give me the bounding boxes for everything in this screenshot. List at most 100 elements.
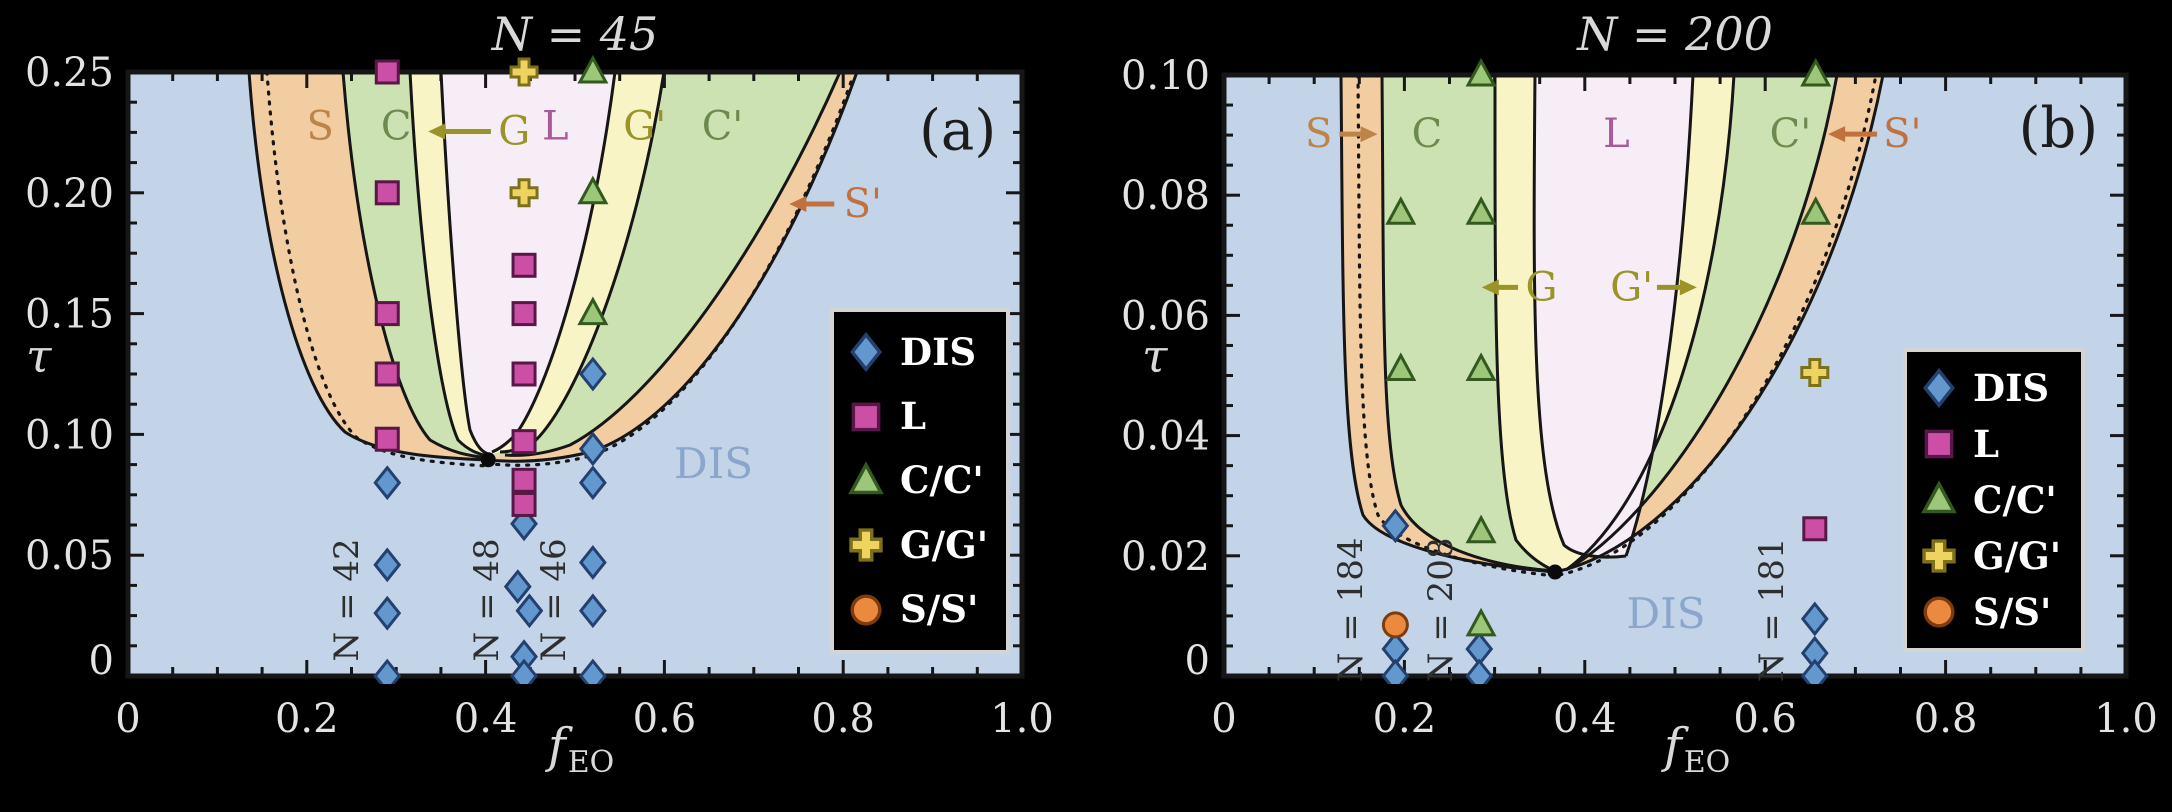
square-marker: [374, 180, 400, 206]
legend-item-L: L: [844, 395, 996, 439]
diamond-marker: [578, 356, 607, 392]
triangle-marker: [1465, 196, 1497, 225]
cross-marker: [849, 528, 883, 563]
triangle-marker: [577, 175, 609, 205]
circle-marker: [1381, 611, 1409, 639]
triangle-marker: [848, 461, 884, 495]
diamond-marker: [578, 465, 607, 501]
diamond-marker: [578, 431, 607, 467]
legend-label: S/S': [1973, 589, 2052, 634]
triangle-icon: [1921, 480, 1957, 514]
y-tick-label: 0.25: [25, 50, 114, 96]
column-annotation: N = 181: [1752, 538, 1792, 683]
diamond-marker: [1381, 658, 1410, 684]
circle-marker: [850, 594, 882, 626]
x-tick-label: 0.2: [1373, 696, 1437, 742]
arrow-head: [1679, 279, 1697, 296]
legend-item-SS: S/S': [844, 588, 996, 632]
x-tick-label: 0.4: [1553, 696, 1617, 742]
diamond-icon: [1922, 367, 1956, 409]
square-marker: [511, 467, 537, 493]
diamond-marker: [578, 545, 607, 580]
triangle-marker: [577, 54, 609, 84]
triangle-marker: [577, 296, 609, 326]
triangle-marker: [1385, 196, 1417, 225]
boundary-l-gp: [1624, 74, 1695, 557]
region-label-G: G': [1610, 264, 1653, 310]
circle-icon: [850, 594, 882, 626]
region-label-C: C: [1412, 111, 1443, 157]
x-tick-label: 1.0: [2094, 696, 2158, 742]
panel-b-xlabel: fEO: [1661, 718, 1730, 780]
generated-layer: 0 0.2 0.4 0.6 0.8 1.0 0.10 0.08 0.06 0.04 0.02 0 S C L…: [1121, 53, 2158, 742]
y-tick-label: 0.10: [1121, 53, 1210, 99]
critical-point: [480, 452, 496, 468]
triangle-marker: [1465, 607, 1497, 637]
diamond-marker: [503, 569, 532, 605]
triangle-marker: [1800, 196, 1832, 225]
diamond-marker: [1465, 658, 1494, 684]
cross-marker: [509, 178, 539, 208]
legend-item-GG: G/G': [1917, 534, 2071, 578]
diamond-marker: [373, 547, 402, 583]
legend-label: G/G': [900, 522, 989, 567]
diamond-icon: [849, 332, 883, 373]
region-l: [1534, 75, 1693, 558]
region-label-DIS: DIS: [674, 439, 753, 488]
legend-box-b: DIS L C/C' G/G' S/S': [1903, 348, 2085, 652]
y-tick-label: 0.04: [1121, 414, 1210, 460]
boundary-c-g: [408, 71, 488, 458]
boundary-gp-cp: [1565, 74, 1736, 572]
square-icon: [1924, 429, 1954, 459]
column-annotation: N = 208: [1421, 538, 1461, 683]
triangle-marker: [1385, 352, 1417, 381]
triangle-marker: [1465, 514, 1497, 544]
phase-regions-b: [1221, 72, 2129, 679]
cross-icon: [849, 528, 883, 563]
cross-marker: [1800, 357, 1830, 387]
cross-marker: [509, 57, 539, 87]
arrow-head: [1481, 279, 1499, 296]
region-label-C: C: [381, 104, 412, 150]
scatter-markers: [1381, 57, 1832, 684]
diamond-marker: [578, 658, 607, 684]
region-label-b: (b): [2019, 96, 2099, 161]
legend-item-CC: C/C': [844, 459, 996, 503]
boundary-sp-dis: [1554, 74, 1885, 574]
y-tick-label: 0.20: [25, 171, 114, 217]
region-label-S: S': [844, 181, 882, 227]
boundary-g-l: [439, 71, 489, 456]
square-marker: [374, 361, 400, 387]
x-tick-label: 0.6: [1733, 696, 1797, 742]
legend-label: S/S': [900, 587, 979, 632]
cross-marker: [1922, 539, 1956, 573]
panel-a-title: N = 45: [491, 7, 659, 61]
circle-icon: [1923, 596, 1955, 628]
region-label-C: C': [702, 104, 744, 150]
legend-label: C/C': [1973, 477, 2057, 522]
cross-icon: [1922, 539, 1956, 573]
region-label-L: L: [542, 104, 569, 150]
diamond-marker: [849, 332, 883, 373]
region-label-DIS: DIS: [1626, 589, 1705, 638]
region-label-G: G: [1526, 264, 1558, 310]
region-labels: S C G L G' C'S'DIS(a): [307, 98, 997, 488]
square-icon: [851, 402, 881, 431]
diamond-marker: [578, 593, 607, 629]
x-tick-label: 0: [1211, 696, 1236, 742]
critical-point: [1547, 564, 1563, 580]
square-marker: [374, 59, 400, 85]
diamond-marker: [373, 465, 402, 501]
axis-ticks: [1222, 73, 2128, 678]
legend-label: L: [1973, 421, 2000, 466]
y-tick-label: 0: [1185, 638, 1210, 684]
panel-a-ylabel: τ: [26, 329, 53, 383]
phase-diagram-panel-a: N = 45 τ fEO 0 0.2 0.4 0.6 0.8 1.0 0.25 0.20 0.1…: [25, 7, 1054, 780]
y-tick-label: 0.02: [1121, 534, 1210, 580]
diamond-marker: [1800, 601, 1829, 637]
diamond-marker: [1922, 367, 1956, 409]
panel-b-title: N = 200: [1576, 7, 1773, 61]
panel-b-ylabel: τ: [1142, 329, 1169, 383]
boundary-s-c: [341, 71, 489, 460]
arrow-head: [789, 195, 807, 212]
